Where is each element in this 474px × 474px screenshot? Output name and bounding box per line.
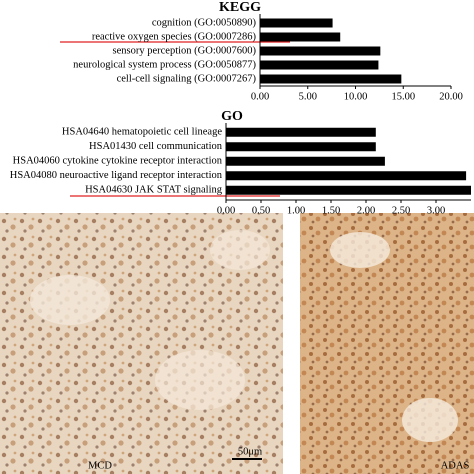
bar [260, 46, 381, 56]
bar [260, 32, 341, 42]
y-tick-label: HSA04640 hematopoietic cell lineage [62, 127, 222, 138]
bar [226, 171, 467, 181]
bar [226, 127, 376, 137]
y-tick-label: HSA04630 JAK STAT signaling [85, 185, 223, 196]
lumen [330, 232, 390, 268]
bar [226, 156, 385, 166]
bar [260, 74, 402, 84]
y-tick-label: sensory perception (GO:0007600) [113, 45, 257, 56]
right-image: ADAS [300, 213, 474, 474]
x-tick-label: 10.00 [344, 91, 368, 102]
bar [226, 142, 376, 152]
x-tick-label: 0.00 [251, 91, 269, 102]
y-tick-label: HSA04060 cytokine cytokine receptor inte… [13, 156, 223, 167]
panel-label: ADAS [441, 460, 470, 471]
x-tick-label: 0.50 [252, 205, 270, 216]
bar [260, 18, 333, 28]
y-tick-label: HSA04080 neuroactive ligand receptor int… [10, 170, 223, 181]
scale-bar-label: 50μm [238, 446, 262, 457]
panel-label: MCD [88, 460, 112, 471]
x-tick-label: 2.00 [357, 205, 375, 216]
x-tick-label: 5.00 [299, 91, 317, 102]
x-tick-label: 0.00 [217, 205, 235, 216]
x-tick-label: 20.00 [439, 91, 463, 102]
charts: KEGG cognition (GO:0050890) reactive oxyge… [10, 0, 471, 216]
x-tick-label: 15.00 [391, 91, 415, 102]
lumen [155, 350, 245, 410]
x-tick-label: 1.00 [287, 205, 305, 216]
x-tick-label: 2.50 [392, 205, 410, 216]
chart-title: KEGG [219, 0, 261, 15]
bar [260, 60, 379, 70]
x-tick-label: 1.50 [322, 205, 340, 216]
y-tick-label: neurological system process (GO:0050877) [73, 59, 256, 70]
lumen [402, 398, 458, 442]
left-image: 50μm MCD [0, 213, 283, 474]
lumen [210, 230, 270, 270]
chart-title: GO [221, 109, 243, 124]
y-tick-label: cognition (GO:0050890) [152, 17, 257, 28]
y-tick-label: reactive oxygen species (GO:0007286) [92, 31, 257, 42]
y-tick-label: cell-cell signaling (GO:0007267) [117, 73, 257, 84]
lumen [30, 275, 110, 325]
bar [226, 185, 471, 195]
x-tick-label: 3.00 [427, 205, 445, 216]
y-tick-label: HSA01430 cell communication [89, 141, 223, 152]
